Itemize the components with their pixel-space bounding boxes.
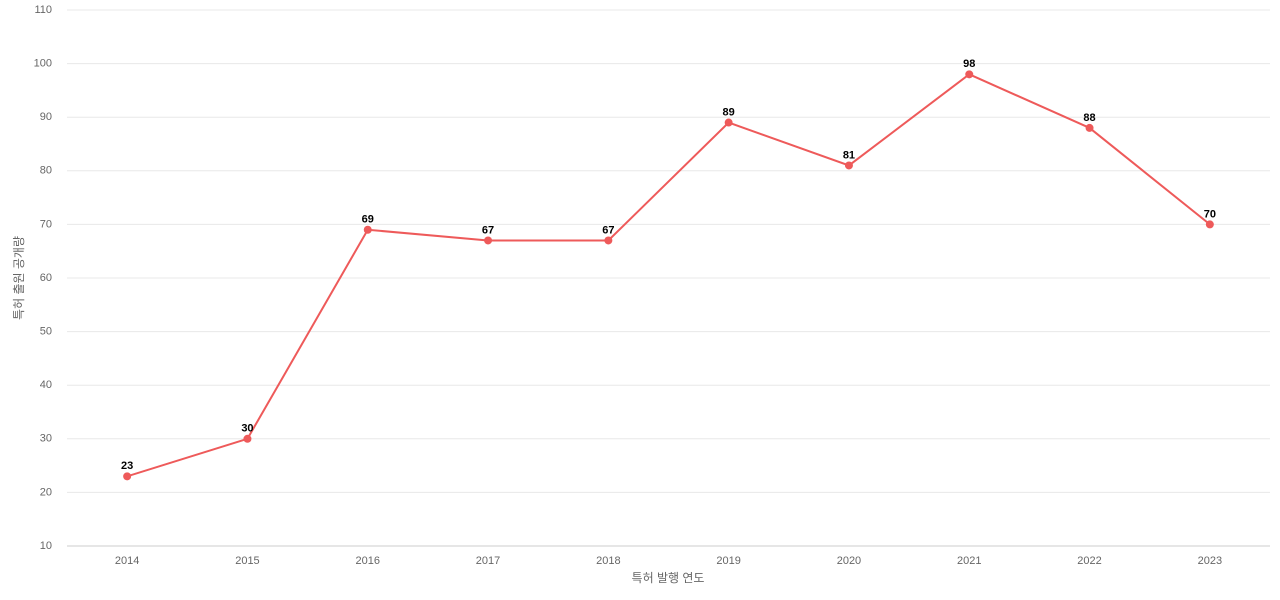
point xyxy=(1085,123,1094,132)
y-axis-label: 특허 출원 공개량 xyxy=(12,236,26,320)
value-label: 81 xyxy=(843,149,855,161)
y-tick-label: 100 xyxy=(34,58,52,70)
y-tick-label: 40 xyxy=(40,379,52,391)
value-label: 69 xyxy=(362,214,374,226)
value-label: 23 xyxy=(121,460,133,472)
point xyxy=(724,118,733,127)
x-tick-label: 2014 xyxy=(115,555,139,567)
value-label: 70 xyxy=(1204,208,1216,220)
value-label: 98 xyxy=(963,58,975,70)
y-tick-label: 60 xyxy=(40,272,52,284)
value-label: 67 xyxy=(482,224,494,236)
y-tick-label: 50 xyxy=(40,326,52,338)
x-tick-label: 2021 xyxy=(957,555,981,567)
point xyxy=(243,434,252,443)
point xyxy=(484,236,493,245)
x-tick-label: 2022 xyxy=(1077,555,1101,567)
value-label: 67 xyxy=(602,224,614,236)
y-tick-label: 30 xyxy=(40,433,52,445)
x-axis-label: 특허 발행 연도 xyxy=(632,570,705,585)
point xyxy=(604,236,613,245)
x-tick-label: 2015 xyxy=(235,555,259,567)
y-tick-label: 10 xyxy=(40,540,52,552)
value-label: 30 xyxy=(241,423,253,435)
point xyxy=(123,472,132,481)
x-tick-label: 2019 xyxy=(716,555,740,567)
y-tick-label: 110 xyxy=(34,4,52,16)
x-tick-label: 2023 xyxy=(1198,555,1222,567)
point xyxy=(1205,220,1214,229)
y-tick-label: 20 xyxy=(40,486,52,498)
line xyxy=(126,73,1211,478)
point xyxy=(965,70,974,79)
x-tick-label: 2020 xyxy=(837,555,861,567)
x-tick-label: 2018 xyxy=(596,555,620,567)
y-tick-label: 70 xyxy=(40,218,52,230)
value-label: 89 xyxy=(723,106,735,118)
y-tick-label: 80 xyxy=(40,165,52,177)
x-tick-label: 2016 xyxy=(356,555,380,567)
value-label: 88 xyxy=(1083,112,1095,124)
y-tick-label: 90 xyxy=(40,111,52,123)
point xyxy=(844,161,853,170)
x-tick-label: 2017 xyxy=(476,555,500,567)
point xyxy=(363,225,372,234)
